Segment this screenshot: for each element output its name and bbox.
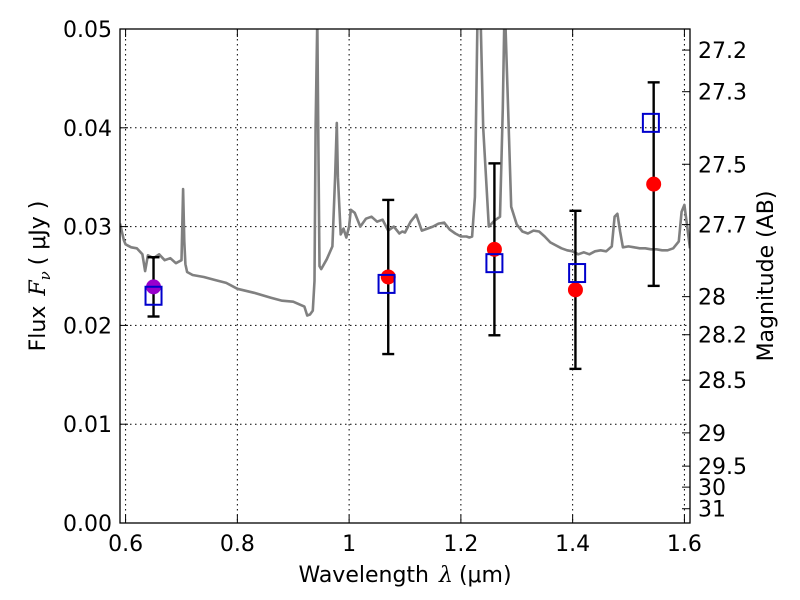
x-axis-label: Wavelength λ (μm)	[298, 563, 511, 588]
x-axis-ticks: 0.6 0.8 1 1.2 1.4 1.6	[108, 29, 702, 557]
magnitude-tick-label: 27.3	[698, 81, 747, 106]
y-tick-label: 0.02	[63, 314, 112, 339]
plot-frame	[119, 28, 691, 524]
right-axis-label: Magnitude (AB)	[754, 191, 779, 362]
y-tick-label: 0.01	[63, 413, 112, 438]
observed-point	[380, 269, 396, 285]
observed-point	[486, 241, 502, 257]
y-tick-label: 0.00	[63, 512, 112, 537]
model-band-square	[641, 112, 660, 133]
magnitude-tick-label: 28.5	[698, 369, 747, 394]
x-tick-label: 1.4	[555, 532, 590, 557]
x-tick-label: 0.6	[108, 532, 143, 557]
model-band-points	[144, 112, 660, 306]
y-tick-label: 0.04	[63, 117, 112, 142]
y-tick-label: 0.03	[63, 216, 112, 241]
observed-point	[567, 282, 583, 298]
model-band-square	[377, 273, 396, 294]
magnitude-tick-label: 30	[698, 476, 726, 501]
y-axis-ticks: 0.00 0.01 0.02 0.03 0.04 0.05	[63, 18, 128, 537]
observed-points	[146, 176, 662, 298]
magnitude-tick-label: 27.7	[698, 214, 747, 239]
x-tick-label: 1.6	[667, 532, 702, 557]
magnitude-tick-label: 27.5	[698, 153, 747, 178]
model-band-square	[568, 263, 587, 284]
magnitude-tick-label: 29.5	[698, 455, 747, 480]
plot-background	[120, 29, 690, 523]
x-tick-label: 0.8	[220, 532, 255, 557]
magnitude-tick-label: 31	[698, 498, 726, 523]
model-band-square	[485, 253, 504, 274]
model-sed-line	[120, 29, 690, 317]
y-axis-label: FluxFν( μJy )	[26, 201, 54, 352]
magnitude-tick-label: 29	[698, 422, 726, 447]
observed-point	[646, 176, 662, 192]
magnitude-tick-label: 28.2	[698, 324, 747, 349]
magnitude-tick-label: 28	[698, 286, 726, 311]
model-band-square	[144, 285, 163, 306]
x-tick-label: 1.2	[443, 532, 478, 557]
magnitude-tick-label: 27.2	[698, 39, 747, 64]
y-tick-label: 0.05	[63, 18, 112, 43]
x-tick-label: 1	[342, 532, 356, 557]
